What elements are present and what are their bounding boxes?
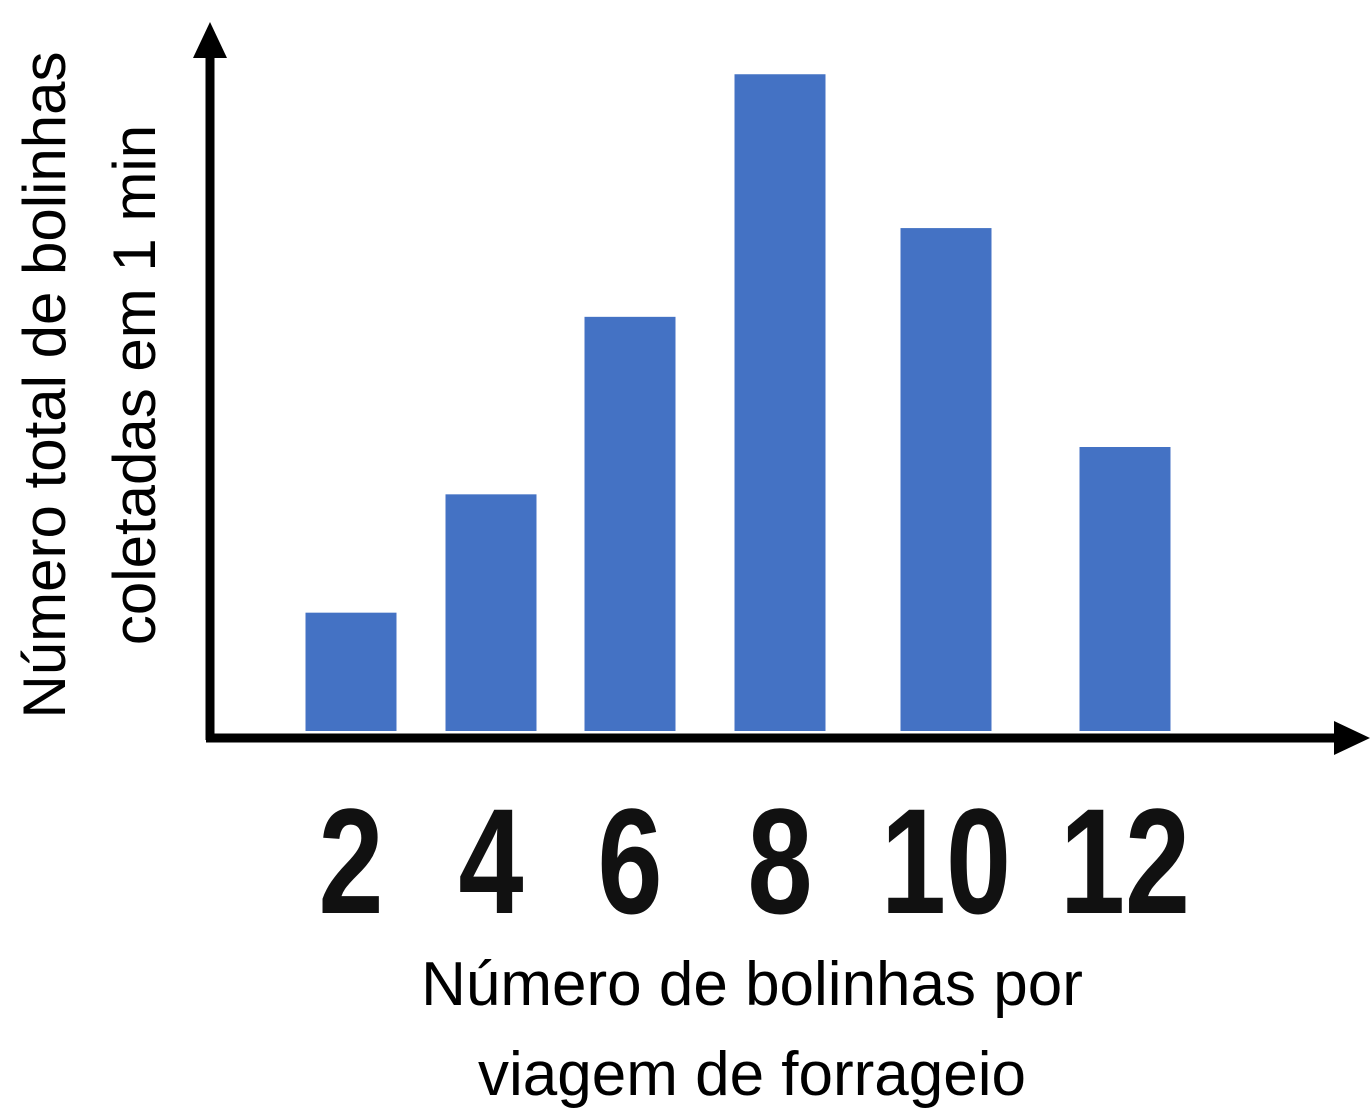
x-tick-label-4: 4 [458,777,523,945]
bar-4 [445,494,537,731]
x-axis-arrow [1334,721,1370,755]
x-axis-title-line-2: viagem de forrageio [478,1040,1026,1109]
x-axis-title-line-1: Número de bolinhas por [421,950,1083,1019]
bar-6 [584,316,676,731]
x-tick-label-2: 2 [318,777,383,945]
bar-10 [900,228,992,732]
x-tick-label-8: 8 [747,777,812,945]
bar-8 [734,74,826,731]
y-axis-arrow [193,22,227,58]
y-axis-title-line-2: coletadas em 1 min [101,125,168,645]
bar-12 [1079,447,1171,731]
x-tick-label-12: 12 [1060,777,1190,945]
x-tick-labels: 2 4 6 8 10 12 [318,777,1190,945]
y-axis-title-line-1: Número total de bolinhas [11,51,78,718]
x-tick-label-6: 6 [597,777,662,945]
bars-group [305,74,1171,732]
x-tick-label-10: 10 [881,777,1011,945]
bar-2 [305,612,397,731]
